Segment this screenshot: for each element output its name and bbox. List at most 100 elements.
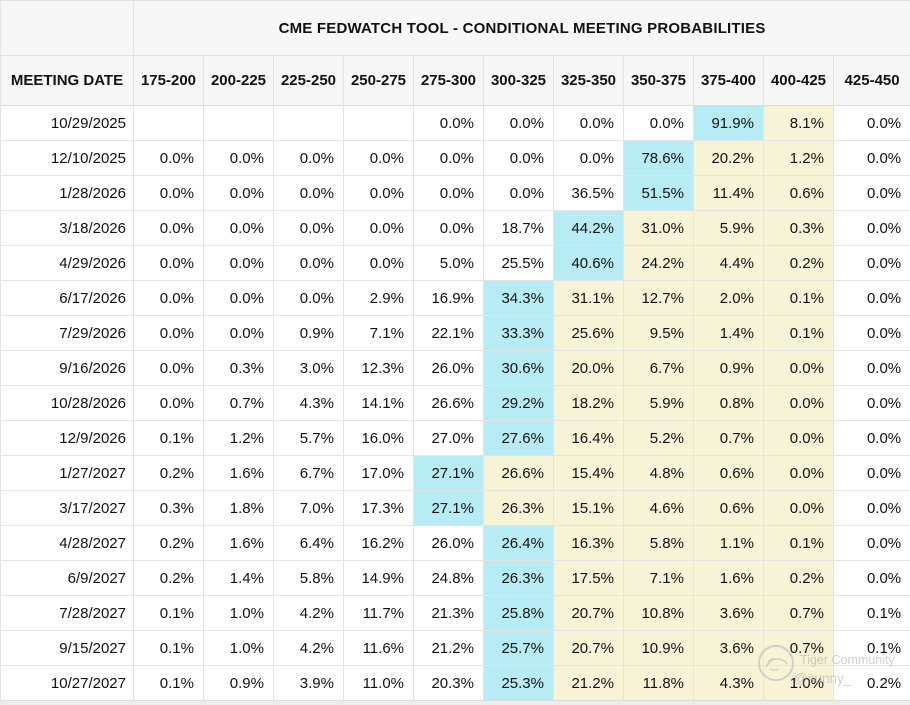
probability-cell: 0.0% bbox=[832, 280, 910, 316]
probability-cell: 9.5% bbox=[623, 315, 694, 351]
probability-cell: 26.6% bbox=[413, 385, 484, 421]
probability-cell: 0.8% bbox=[693, 385, 764, 421]
probability-cell: 0.0% bbox=[203, 140, 274, 176]
probability-cell: 4.4% bbox=[693, 245, 764, 281]
probability-cell: 33.3% bbox=[483, 315, 554, 351]
probability-cell: 0.3% bbox=[133, 490, 204, 526]
probability-cell: 18.7% bbox=[483, 210, 554, 246]
probability-cell: 0.0% bbox=[832, 105, 910, 141]
probability-cell: 0.6% bbox=[693, 455, 764, 491]
probability-cell: 0.0% bbox=[133, 175, 204, 211]
probability-cell: 1.2% bbox=[763, 140, 834, 176]
rate-range-header: 350-375 bbox=[623, 55, 694, 106]
probability-cell bbox=[273, 105, 344, 141]
probability-cell: 11.7% bbox=[343, 595, 414, 631]
meeting-date-cell: 10/27/2027 bbox=[0, 665, 134, 701]
probability-cell: 0.2% bbox=[133, 560, 204, 596]
probability-cell: 0.9% bbox=[273, 315, 344, 351]
probability-cell: 0.0% bbox=[832, 350, 910, 386]
probability-cell: 26.3% bbox=[483, 560, 554, 596]
probability-cell: 1.0% bbox=[763, 665, 834, 701]
probability-cell: 1.6% bbox=[693, 560, 764, 596]
title-row: CME FEDWATCH TOOL - CONDITIONAL MEETING … bbox=[0, 0, 910, 56]
table-row: 3/17/2027 0.3% 1.8% 7.0% 17.3% 27.1% 26.3% 15.1… bbox=[0, 490, 910, 526]
meeting-date-cell: 7/29/2026 bbox=[0, 315, 134, 351]
probability-cell: 4.8% bbox=[623, 455, 694, 491]
probability-cell: 11.4% bbox=[693, 175, 764, 211]
meeting-date-cell: 10/29/2025 bbox=[0, 105, 134, 141]
probability-cell: 0.7% bbox=[203, 385, 274, 421]
probability-cell: 30.6% bbox=[483, 350, 554, 386]
probability-cell: 0.0% bbox=[832, 245, 910, 281]
probability-cell: 0.0% bbox=[273, 210, 344, 246]
probability-cell: 0.7% bbox=[693, 420, 764, 456]
probability-cell: 36.5% bbox=[553, 175, 624, 211]
probability-cell: 7.1% bbox=[343, 315, 414, 351]
table-row: 4/29/2026 0.0% 0.0% 0.0% 0.0% 5.0% 25.5% 40.6% 2… bbox=[0, 245, 910, 281]
probability-cell: 0.2% bbox=[133, 455, 204, 491]
probability-cell: 40.6% bbox=[553, 245, 624, 281]
probability-cell: 2.9% bbox=[343, 280, 414, 316]
probability-cell: 6.7% bbox=[273, 455, 344, 491]
probability-cell: 0.0% bbox=[832, 560, 910, 596]
probability-cell: 25.7% bbox=[483, 630, 554, 666]
probability-cell: 1.1% bbox=[693, 525, 764, 561]
probability-cell: 1.0% bbox=[203, 630, 274, 666]
probability-cell: 10.8% bbox=[623, 595, 694, 631]
probability-cell: 0.0% bbox=[273, 245, 344, 281]
probability-cell: 20.7% bbox=[553, 595, 624, 631]
probability-cell: 31.0% bbox=[623, 210, 694, 246]
probability-cell: 2.0% bbox=[693, 280, 764, 316]
rate-range-header: 375-400 bbox=[693, 55, 764, 106]
probability-cell: 20.7% bbox=[553, 630, 624, 666]
rate-range-header: 425-450 bbox=[832, 55, 910, 106]
probability-cell: 1.6% bbox=[203, 525, 274, 561]
probability-cell: 14.1% bbox=[343, 385, 414, 421]
probability-cell: 4.2% bbox=[273, 595, 344, 631]
probability-cell: 44.2% bbox=[553, 210, 624, 246]
table-row: 7/28/2027 0.1% 1.0% 4.2% 11.7% 21.3% 25.8% 20.7… bbox=[0, 595, 910, 631]
meeting-date-cell: 12/9/2026 bbox=[0, 420, 134, 456]
column-header-row: MEETING DATE 175-200 200-225 225-250 250-27… bbox=[0, 55, 910, 106]
probability-cell: 0.1% bbox=[133, 595, 204, 631]
probability-cell: 78.6% bbox=[623, 140, 694, 176]
probability-cell: 0.1% bbox=[763, 315, 834, 351]
probability-cell: 4.3% bbox=[273, 385, 344, 421]
probability-cell: 5.2% bbox=[623, 420, 694, 456]
probability-cell: 0.6% bbox=[693, 490, 764, 526]
probability-cell: 0.0% bbox=[133, 350, 204, 386]
rate-range-header: 300-325 bbox=[483, 55, 554, 106]
next-section-edge bbox=[0, 700, 910, 705]
rate-range-header: 200-225 bbox=[203, 55, 274, 106]
probability-cell: 17.3% bbox=[343, 490, 414, 526]
probability-cell: 25.3% bbox=[483, 665, 554, 701]
probability-cell: 0.0% bbox=[763, 490, 834, 526]
probability-cell bbox=[203, 105, 274, 141]
probability-cell: 18.2% bbox=[553, 385, 624, 421]
probability-cell: 16.0% bbox=[343, 420, 414, 456]
probability-cell: 5.7% bbox=[273, 420, 344, 456]
probability-cell: 0.0% bbox=[832, 385, 910, 421]
probability-cell: 27.6% bbox=[483, 420, 554, 456]
probability-cell: 24.2% bbox=[623, 245, 694, 281]
probability-cell: 7.1% bbox=[623, 560, 694, 596]
meeting-date-header: MEETING DATE bbox=[0, 55, 134, 106]
meeting-date-cell: 3/17/2027 bbox=[0, 490, 134, 526]
probability-cell: 0.0% bbox=[832, 315, 910, 351]
probability-cell: 0.2% bbox=[763, 560, 834, 596]
probability-cell: 21.3% bbox=[413, 595, 484, 631]
meeting-date-cell: 12/10/2025 bbox=[0, 140, 134, 176]
probability-cell: 17.0% bbox=[343, 455, 414, 491]
probability-cell: 0.0% bbox=[763, 350, 834, 386]
probability-cell: 26.3% bbox=[483, 490, 554, 526]
probability-cell: 26.6% bbox=[483, 455, 554, 491]
probability-cell: 22.1% bbox=[413, 315, 484, 351]
probability-cell: 0.0% bbox=[203, 175, 274, 211]
probability-cell: 0.0% bbox=[832, 525, 910, 561]
probability-cell: 0.2% bbox=[832, 665, 910, 701]
probability-cell: 0.0% bbox=[133, 315, 204, 351]
probability-cell bbox=[343, 105, 414, 141]
probability-cell: 0.1% bbox=[133, 420, 204, 456]
